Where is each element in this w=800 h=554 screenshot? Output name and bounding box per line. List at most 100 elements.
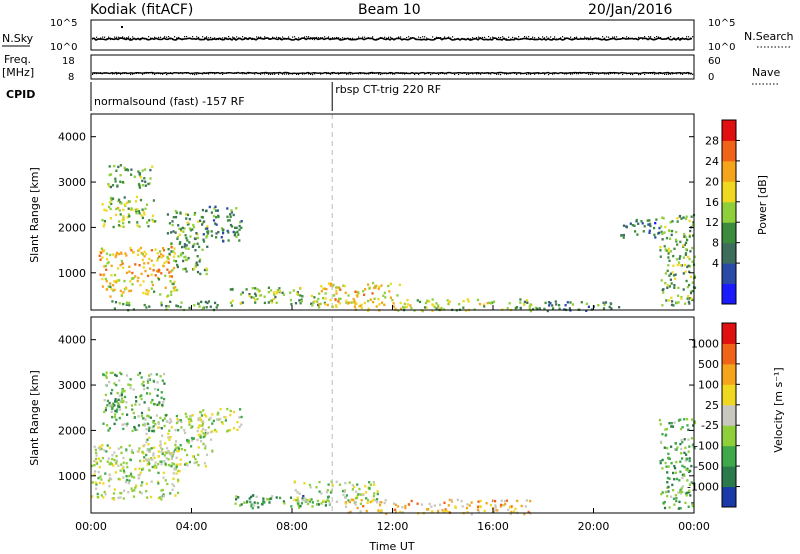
data-cell [154,461,157,464]
data-cell [164,462,167,465]
nsearch-point [306,36,308,38]
data-cell [112,284,115,287]
data-cell [354,500,357,504]
data-cell [380,301,384,304]
data-cell [523,303,526,306]
nave-point [92,73,94,75]
data-cell [690,297,693,300]
data-cell [167,450,170,454]
data-cell [443,501,446,504]
data-cell [201,307,204,310]
data-cell [684,302,687,305]
data-cell [105,280,108,283]
nave-point [326,73,328,75]
nsearch-point [604,37,606,39]
nave-point [500,73,502,76]
data-cell [177,447,180,450]
data-cell [168,275,171,278]
data-cell [672,497,676,500]
data-cell [670,296,673,299]
data-cell [236,420,239,424]
data-cell [681,473,684,477]
nave-point [284,73,286,75]
data-cell [139,471,142,474]
data-cell [428,502,431,506]
nsearch-point [196,36,198,38]
data-cell [424,301,428,305]
data-cell [359,502,362,505]
data-cell [221,422,224,425]
data-cell [392,508,395,512]
data-cell [128,474,131,478]
data-cell [689,265,692,268]
data-cell [235,498,238,501]
data-cell [103,208,106,211]
data-cell [133,476,136,479]
nave-point [506,73,508,75]
data-cell [156,259,159,262]
data-cell [294,499,298,502]
data-cell [293,498,296,502]
data-cell [479,505,482,508]
data-cell [667,252,670,255]
colorbar-segment [722,323,736,344]
x-tick-label: 16:00 [477,520,509,533]
data-cell [356,506,359,510]
data-cell [131,489,134,493]
data-cell [146,221,149,224]
data-cell [686,238,689,242]
data-cell [187,440,191,443]
nsearch-point [154,36,156,38]
data-cell [313,300,316,303]
nsky-strip: N.Sky 10^5 10^0 10^5 10^0 N.Search [2,18,794,53]
data-cell [389,296,392,299]
data-cell [667,490,670,493]
data-cell [672,274,676,277]
data-cell [147,274,150,278]
data-cell [308,500,312,503]
data-cell [143,422,146,425]
data-cell [175,440,178,443]
nave-point [668,73,670,75]
data-cell [687,438,690,441]
x-axis-label: Time UT [368,540,414,553]
data-cell [148,219,151,222]
data-cell [693,276,696,279]
data-cell [105,209,108,212]
data-cell [690,418,694,421]
data-cell [680,297,683,300]
data-cell [685,279,688,283]
nave-point [566,73,568,75]
data-cell [184,234,187,237]
data-cell [363,293,366,296]
data-cell [193,304,196,307]
data-cell [648,231,651,234]
data-cell [93,459,96,463]
data-cell [201,221,204,224]
freq-line [91,71,693,75]
data-cell [145,306,148,309]
data-cell [109,404,112,407]
data-cell [187,417,190,421]
colorbar-tick-label: 25 [705,399,719,412]
data-cell [236,428,239,432]
data-cell [129,458,132,462]
data-cell [298,506,301,509]
data-cell [688,483,691,486]
data-cell [119,496,122,499]
data-cell [546,309,549,313]
data-cell [161,434,164,437]
data-cell [425,306,428,309]
data-cell [296,292,299,295]
nave-point [348,73,350,75]
data-cell [184,258,187,262]
data-cell [331,483,334,487]
data-cell [174,467,178,470]
data-cell [155,373,158,376]
data-cell [289,298,292,302]
data-cell [232,230,235,234]
data-cell [194,249,197,252]
data-cell [199,418,202,421]
nsearch-point [668,36,670,38]
data-cell [551,304,554,307]
